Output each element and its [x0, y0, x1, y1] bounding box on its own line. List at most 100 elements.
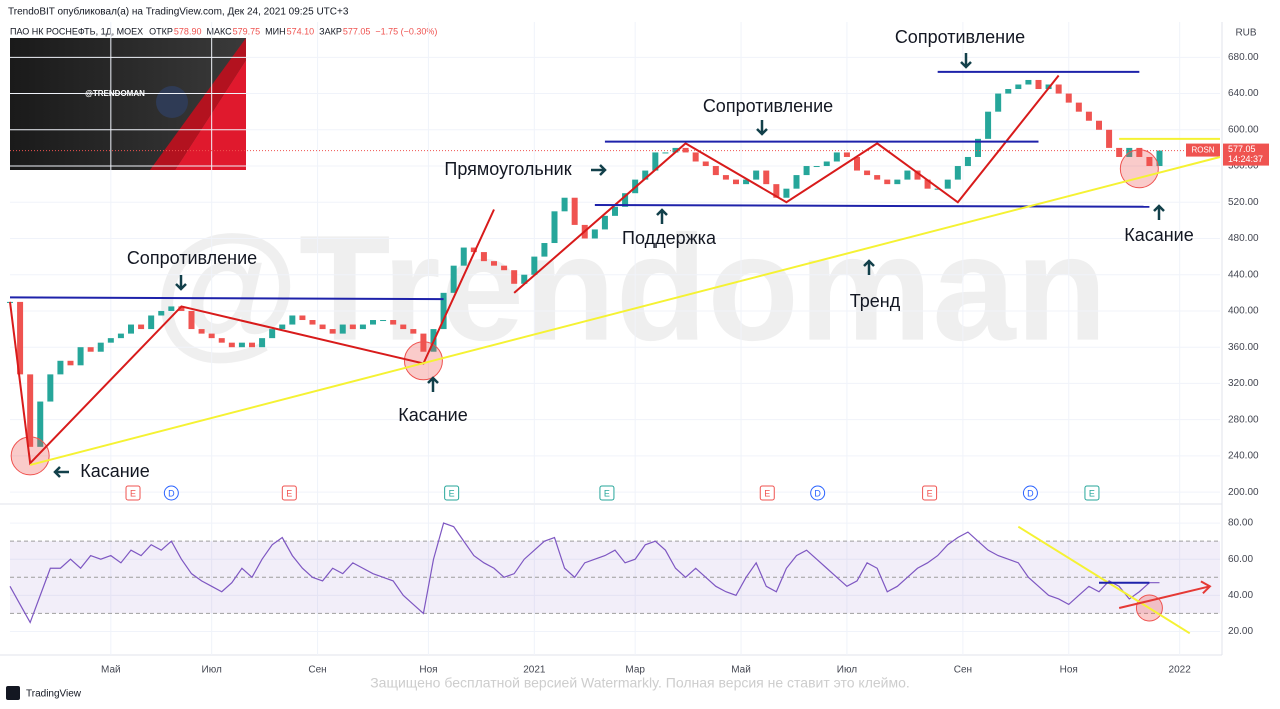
candle — [1035, 79, 1042, 90]
candle — [158, 310, 165, 316]
candle — [743, 179, 750, 185]
candle — [238, 342, 245, 348]
candle — [924, 179, 931, 189]
candle — [370, 320, 376, 325]
candle — [662, 152, 669, 154]
x-tick-label: Май — [101, 665, 121, 676]
arrow — [53, 466, 69, 478]
candle — [964, 156, 971, 167]
x-tick-label: Мар — [625, 665, 645, 676]
legend: ПАО НК РОСНЕФТЬ, 1Д, MOEX ОТКР 578.90 МАКС 5… — [10, 26, 437, 36]
x-tick-label: Сен — [954, 665, 972, 676]
arrow — [863, 259, 875, 275]
thumb-red2 — [150, 38, 246, 170]
event-label: E — [449, 488, 455, 498]
drawing-line — [594, 203, 1150, 208]
candle — [259, 338, 266, 348]
candle — [17, 301, 24, 375]
price-tag — [1186, 143, 1220, 157]
candle — [249, 342, 255, 348]
y-tick-label: 640.00 — [1228, 88, 1259, 99]
candle — [692, 152, 699, 162]
candle — [843, 152, 850, 157]
candle — [178, 306, 185, 311]
candle — [440, 292, 447, 330]
y-tick-label: 280.00 — [1228, 414, 1259, 425]
candle — [803, 166, 810, 176]
candle — [228, 342, 235, 348]
candle — [279, 324, 286, 330]
annotation: Поддержка — [622, 228, 717, 248]
footer-notice: Защищено бесплатной версией Watermarkly.… — [370, 675, 910, 691]
candle — [773, 184, 780, 198]
candle — [753, 170, 760, 180]
candle — [1106, 129, 1113, 148]
candle — [319, 324, 326, 330]
legend-text: МАКС — [206, 26, 232, 36]
candle — [975, 138, 981, 157]
candle — [390, 320, 397, 325]
candle — [954, 166, 961, 180]
candle — [198, 329, 205, 334]
event-label: E — [130, 488, 136, 498]
candle — [400, 324, 407, 330]
arrow — [960, 53, 972, 69]
candle — [601, 215, 608, 230]
candle — [329, 329, 336, 334]
candle — [1116, 147, 1123, 157]
y-tick-label: 80.00 — [1228, 518, 1253, 529]
x-tick-label: Июл — [202, 665, 222, 676]
countdown: 14:24:37 — [1228, 154, 1263, 164]
event-icon — [163, 485, 179, 501]
candle — [511, 270, 518, 284]
drawing-line — [1017, 525, 1191, 635]
candle — [97, 342, 104, 352]
candle — [1136, 147, 1143, 157]
candle — [823, 161, 830, 167]
x-tick-label: Ноя — [419, 665, 437, 676]
candle — [450, 265, 457, 293]
event-icon — [922, 485, 938, 501]
candle — [571, 197, 578, 225]
arrow-head — [1200, 580, 1212, 595]
drawing-line — [9, 296, 444, 301]
y-tick-label: 480.00 — [1228, 233, 1259, 244]
y-tick-label: 240.00 — [1228, 451, 1259, 462]
x-tick-label: 2021 — [523, 665, 546, 676]
candle — [551, 211, 558, 244]
header: TrendoBIT опубликовал(а) на TradingView.… — [8, 6, 349, 18]
annotation: Касание — [1124, 225, 1194, 245]
watermark: @Trendoman — [153, 204, 1108, 372]
arrow — [427, 376, 439, 392]
candle — [208, 333, 215, 339]
y-tick-label: 320.00 — [1228, 378, 1259, 389]
candle — [712, 166, 719, 176]
candle — [289, 315, 296, 325]
candle — [612, 206, 618, 216]
candle — [854, 156, 860, 171]
event-label: E — [927, 488, 933, 498]
annotation: Сопротивление — [895, 27, 1025, 47]
annotation: Касание — [398, 405, 468, 425]
candle — [864, 170, 871, 176]
ticker-tag: ROSN — [1191, 146, 1214, 155]
y-tick-label: 560.00 — [1228, 161, 1259, 172]
candle — [491, 261, 497, 266]
highlight — [403, 341, 443, 381]
candle — [218, 338, 225, 343]
legend-text: 574.10 — [287, 26, 315, 36]
candle — [733, 179, 739, 185]
candle — [420, 333, 427, 352]
candle — [783, 188, 790, 198]
candle — [985, 111, 992, 139]
candle — [138, 324, 145, 330]
tv-logo — [6, 686, 20, 700]
event-label: E — [286, 488, 292, 498]
x-tick-label: Ноя — [1060, 665, 1078, 676]
event-label: E — [1089, 488, 1095, 498]
arrow — [1153, 204, 1165, 220]
annotation: Касание — [80, 461, 150, 481]
legend-text: −1.75 (−0.30%) — [375, 26, 437, 36]
